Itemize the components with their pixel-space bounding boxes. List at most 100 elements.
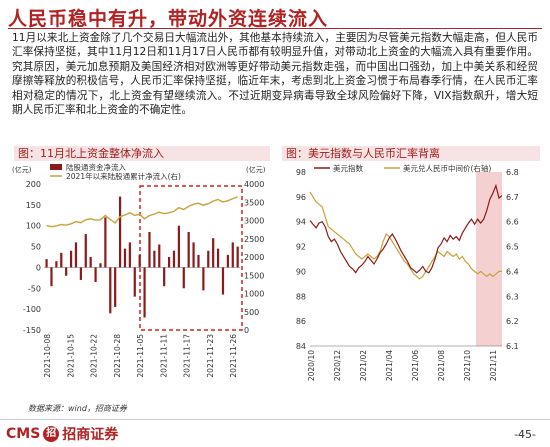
x-tick: 2021-10-15: [66, 334, 75, 378]
cny-line: [309, 191, 502, 280]
flow-bar: [109, 267, 112, 314]
flow-bar: [69, 250, 73, 268]
flow-bar: [55, 261, 58, 268]
flow-bar: [138, 254, 141, 268]
y-right-tick: 6.2: [506, 317, 519, 326]
flow-bar: [231, 242, 234, 268]
flow-bar: [153, 250, 156, 268]
y-left-tick: 94: [296, 218, 306, 227]
y-right-tick: 6.7: [506, 193, 519, 202]
legend-label-bar: 陆股通资金净流入: [66, 162, 126, 172]
x-tick: 2021/11: [489, 350, 498, 381]
data-source: 数据来源：wind，招商证券: [28, 404, 127, 413]
x-tick: 2021-11-26: [229, 334, 238, 378]
x-tick: 2021/06: [411, 350, 420, 381]
flow-bar: [128, 242, 131, 268]
y-left-tick: 150: [26, 201, 41, 210]
x-tick: 2021/08: [437, 350, 446, 381]
flow-bar: [74, 242, 78, 268]
flow-bar: [84, 234, 87, 268]
y-left-tick: -150: [23, 326, 41, 335]
y-right-tick: 6.1: [506, 342, 519, 351]
flow-bar: [133, 267, 136, 297]
y-right-tick: 1500: [244, 271, 264, 280]
right-chart-title: 图：美元指数与人民币汇率背离: [282, 146, 540, 161]
y-left-tick: 90: [296, 267, 306, 276]
flow-bar: [148, 231, 151, 268]
y-left-tick: 0: [36, 263, 41, 272]
flow-bar: [172, 250, 176, 268]
flow-bar: [207, 250, 210, 268]
y-left-tick: 92: [296, 243, 306, 252]
y-right-tick: 1000: [244, 290, 264, 299]
x-tick: 2020/12: [333, 350, 342, 381]
page-title: 人民币稳中有升，带动外资连续流入: [8, 8, 329, 30]
flow-bar: [167, 257, 171, 268]
flow-bar: [89, 257, 92, 268]
flow-bar: [197, 254, 200, 268]
y-left-unit: (亿元): [12, 165, 32, 174]
legend-label-line: 2021年以来陆股通累计净流入(右): [66, 171, 181, 181]
flow-bar: [65, 267, 68, 276]
y-right-tick: 6.3: [506, 292, 519, 301]
flow-bar: [192, 242, 195, 268]
x-tick: 2021/04: [385, 350, 394, 381]
left-chart-title: 图：11月北上资金整体净流入: [14, 146, 270, 161]
page-number: -45-: [514, 428, 536, 441]
y-right-tick: 0: [244, 326, 249, 335]
flow-bar: [236, 246, 239, 268]
x-tick: 2021-10-08: [43, 334, 52, 378]
flow-bar: [94, 267, 97, 283]
x-tick: 2020/10: [307, 350, 316, 381]
y-left-tick: -100: [23, 305, 41, 314]
y-right-tick: 500: [244, 308, 259, 317]
y-right-tick: 6.6: [506, 218, 519, 227]
flow-bar: [226, 254, 229, 268]
flow-bar: [216, 248, 220, 268]
y-right-unit: (亿元): [246, 165, 266, 174]
flow-bar: [143, 267, 146, 318]
y-right-tick: 4000: [244, 180, 264, 189]
y-left-tick: 200: [26, 180, 41, 189]
usd-cny-chart: 美元指数 美元兑人民币中间价(右轴) 98 96 94 92 90 88 86 84 6.8 6.7 6…: [296, 163, 519, 381]
legend-swatch-bar: [50, 164, 62, 170]
y-right-tick: 6.4: [506, 267, 519, 276]
y-right-tick: 3500: [244, 198, 264, 207]
logo-text: CMS: [6, 426, 41, 442]
flow-bar: [60, 252, 63, 268]
flow-bar: [187, 231, 190, 268]
flow-bar: [45, 259, 48, 268]
legend-label-usd: 美元指数: [333, 163, 363, 173]
flow-bar: [221, 267, 225, 295]
legend-label-cny: 美元兑人民币中间价(右轴): [403, 163, 491, 173]
usd-index-line: [309, 183, 503, 274]
flow-bar: [79, 267, 82, 280]
y-right-tick: 6.8: [506, 168, 519, 177]
cumulative-line: [46, 196, 238, 228]
logo-cn: 招商证券: [62, 427, 119, 443]
title-divider: [8, 28, 542, 29]
flow-bar: [158, 244, 161, 268]
y-left-tick: 88: [296, 292, 306, 301]
footer-divider: [0, 419, 550, 420]
x-tick: 2021/10: [463, 350, 472, 381]
flow-bar: [212, 238, 215, 268]
flow-bar: [123, 248, 127, 268]
flow-bar: [99, 263, 102, 268]
y-right-tick: 2500: [244, 235, 264, 244]
flow-bar: [177, 225, 180, 268]
y-left-tick: 50: [31, 243, 41, 252]
flow-bar: [118, 196, 122, 268]
flow-bar: [114, 267, 117, 308]
x-tick: 2021-11-11: [159, 334, 168, 378]
highlight-band: [476, 172, 502, 346]
y-left-tick: 96: [296, 193, 306, 202]
flow-bar: [50, 267, 53, 287]
y-left-tick: 86: [296, 317, 306, 326]
flow-bar: [182, 267, 185, 289]
y-left-tick: 84: [296, 342, 306, 351]
y-right-tick: 2000: [244, 253, 264, 262]
y-left-tick: 100: [26, 222, 41, 231]
x-tick: 2021/02: [359, 350, 368, 381]
